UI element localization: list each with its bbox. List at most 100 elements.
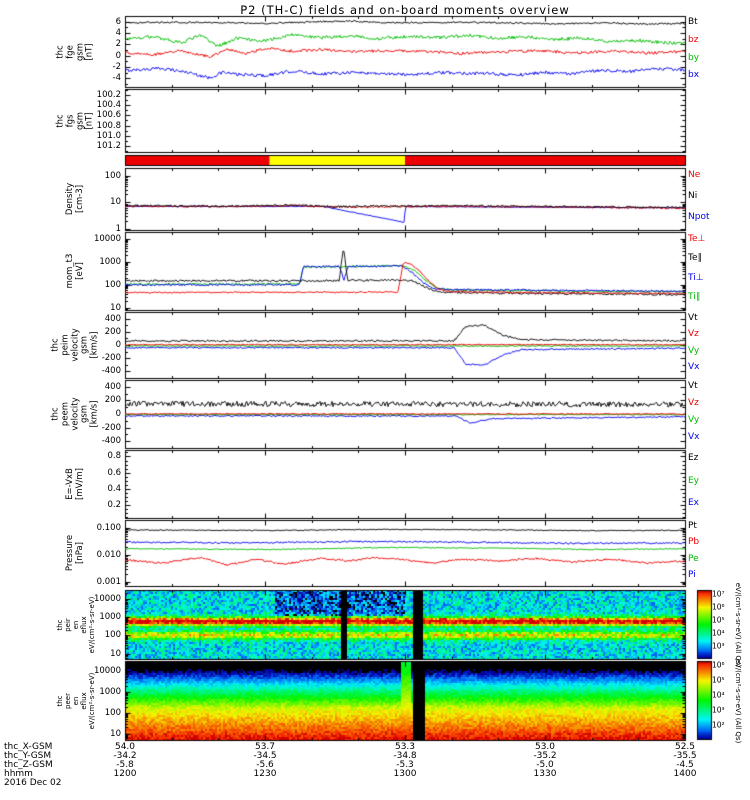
legend-label-Ne: Ne [688,170,701,181]
coord-value: -5.3 [396,760,414,770]
coord-row-label-thc_Z-GSM: thc_Z-GSM [4,760,53,770]
y-tick-label-fgs: 101.0 [96,130,121,141]
y-tick-label-fgs: 100.4 [96,100,121,111]
coord-value: -34.5 [253,751,277,761]
y-tick-label-pressure: 0.001 [96,576,121,587]
coord-value: -34.2 [113,751,137,761]
colorbar-unit-label: eV/(cm²-s-sr-eV) (All Qs) [734,658,742,743]
y-tick-label-fge: 6 [115,16,121,27]
colorbar-tick-label: 10³ [712,705,725,715]
y-tick-label-fgs: 101.2 [96,140,121,151]
coord-row-label-hhmm: hhmm [4,769,33,779]
coord-value: 1300 [393,769,417,779]
legend-label-Vy: Vy [688,414,700,425]
y-tick-label-vi: 0 [115,340,121,350]
y-tick-label-temp: 10 [110,302,121,313]
coord-row-label-thc_X-GSM: thc_X-GSM [4,742,53,752]
legend-label-by: by [688,52,700,63]
legend-label-Vt: Vt [688,380,698,391]
colorbar-unit-label: eV/(cm²-s-sr-eV) (All Qs) [734,582,742,667]
y-tick-label-ve: -200 [101,422,121,433]
y-tick-label-fgs: 100.6 [96,110,121,121]
legend-label-bx: bx [688,70,700,81]
colorbar-tick-label: 10⁷ [712,589,725,599]
coord-value: -35.5 [673,751,697,761]
coord-value: 1200 [113,769,137,779]
colorbar-tick-label: 10⁴ [712,628,725,638]
legend-label-Npot: Npot [688,211,710,222]
y-tick-label-electron: 10000 [93,665,121,676]
coord-value: 1330 [533,769,557,779]
y-tick-label-density: 10 [110,197,121,208]
date-label: 2016 Dec 02 [4,778,62,788]
legend-label-Pb: Pb [688,537,700,548]
coord-value: -34.8 [393,751,417,761]
coord-value: -35.2 [533,751,557,761]
y-tick-label-density: 1 [115,223,121,234]
colorbar-tick-label: 10⁵ [712,615,725,625]
y-tick-label-ve: 400 [104,381,121,392]
legend-label-Te⊥: Te⊥ [688,233,706,244]
y-tick-label-vi: -200 [101,353,121,364]
y-tick-label-vi: 200 [104,326,121,337]
legend-label-Ex: Ex [688,498,700,509]
y-tick-label-vi: -400 [101,366,121,377]
y-tick-label-efield: 0.2 [107,500,121,511]
legend-label-Pi: Pi [688,570,696,581]
y-tick-label-pressure: 0.100 [96,523,121,534]
coord-value: 53.0 [534,742,556,752]
colorbar-tick-label: 10³ [712,641,725,651]
legend-label-Pt: Pt [688,520,697,531]
coord-row-label-thc_Y-GSM: thc_Y-GSM [4,751,52,761]
y-tick-label-ve: 0 [115,409,121,419]
legend-label-Vy: Vy [688,345,700,356]
y-tick-label-fge: 2 [115,39,121,50]
coord-value: 1230 [253,769,277,779]
y-tick-label-fge: 0 [115,50,121,61]
y-tick-label-ve: -400 [101,436,121,447]
y-tick-label-temp: 10000 [93,233,121,244]
colorbar-tick-label: 10⁴ [712,690,725,700]
y-tick-label-efield: 0.8 [107,451,121,462]
coord-value: 52.5 [674,742,696,752]
legend-label-Ey: Ey [688,475,700,486]
y-tick-label-fge: -2 [112,62,121,73]
y-tick-label-ve: 200 [104,395,121,406]
coord-value: -5.0 [536,760,554,770]
legend-label-bz: bz [688,34,699,45]
y-tick-label-ion: 100 [104,630,121,641]
colorbar-tick-label: 10² [712,720,725,730]
y-tick-label-ion: 10 [110,648,121,659]
legend-label-Ni: Ni [688,190,698,201]
coord-value: 54.0 [114,742,136,752]
legend-label-Vx: Vx [688,362,700,373]
y-tick-label-temp: 100 [104,279,121,290]
coord-value: -4.5 [676,760,694,770]
y-tick-label-ion: 10000 [93,593,121,604]
y-tick-label-electron: 10 [110,728,121,739]
colorbar-tick-label: 10⁶ [712,660,725,670]
y-tick-label-vi: 400 [104,313,121,324]
coord-value: -5.8 [116,760,134,770]
y-tick-label-fgs: 100.2 [96,90,121,101]
legend-label-Te∥: Te∥ [688,253,703,264]
y-tick-label-fge: 4 [115,28,121,39]
legend-label-Ti⊥: Ti⊥ [688,272,704,283]
legend-label-Pe: Pe [688,553,699,564]
colorbar-tick-label: 10⁵ [712,675,725,685]
y-tick-label-fge: -4 [112,73,121,84]
panel-ylabel-electron: thc peer en eflux eV/(cm²-s-sr-eV) [55,672,97,729]
legend-label-Bt: Bt [688,17,698,28]
colorbar-tick-label: 10⁶ [712,602,725,612]
y-tick-label-fgs: 100.8 [96,120,121,131]
y-tick-label-pressure: 0.010 [96,549,121,560]
coord-value: -5.6 [256,760,274,770]
legend-label-Vz: Vz [688,329,699,340]
legend-label-Vz: Vz [688,397,699,408]
coord-value: 53.3 [394,742,416,752]
legend-label-Ez: Ez [688,452,699,463]
coord-value: 1400 [673,769,697,779]
y-tick-label-temp: 1000 [99,256,121,267]
